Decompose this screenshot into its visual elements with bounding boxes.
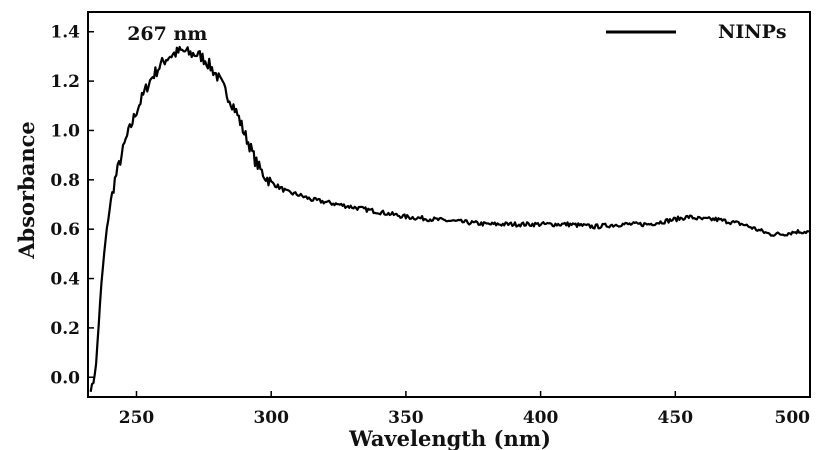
x-tick-label: 250 [119, 408, 155, 428]
y-tick-label: 0.6 [50, 220, 80, 240]
y-tick-label: 1.4 [50, 23, 80, 43]
y-tick-label: 0.4 [50, 270, 80, 290]
legend: NINPs [606, 21, 787, 43]
series-line [89, 45, 811, 392]
y-tick-label: 0.2 [50, 319, 80, 339]
y-tick-label: 1.2 [50, 72, 80, 92]
peak-annotation: 267 nm [127, 23, 207, 45]
legend-label: NINPs [718, 21, 787, 43]
y-axis-ticks: 0.0 0.2 0.4 0.6 0.8 1.0 1.2 1.4 [50, 23, 94, 388]
x-tick-label: 500 [775, 408, 811, 428]
x-axis-ticks: 250 300 350 400 450 500 [119, 391, 811, 428]
y-tick-label: 0.0 [50, 368, 80, 388]
plot-frame [87, 11, 811, 398]
y-axis-title: Absorbance [14, 121, 39, 260]
x-tick-label: 350 [388, 408, 424, 428]
series-layer [89, 45, 811, 392]
x-tick-label: 300 [253, 408, 289, 428]
x-tick-label: 400 [523, 408, 559, 428]
y-tick-label: 0.8 [50, 171, 80, 191]
y-tick-label: 1.0 [50, 121, 80, 141]
x-tick-label: 450 [658, 408, 694, 428]
x-axis-title: Wavelength (nm) [348, 426, 551, 450]
